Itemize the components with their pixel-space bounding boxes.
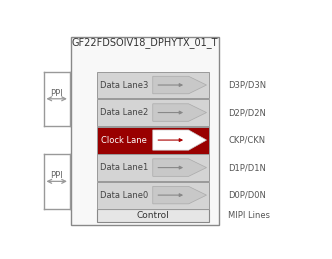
Text: D1P/D1N: D1P/D1N <box>228 163 266 172</box>
Text: Data Lane1: Data Lane1 <box>100 163 148 172</box>
Polygon shape <box>153 104 207 121</box>
Polygon shape <box>153 159 207 176</box>
Text: Data Lane0: Data Lane0 <box>100 191 148 200</box>
Polygon shape <box>153 186 207 204</box>
Bar <box>97 182 209 208</box>
Bar <box>71 37 219 225</box>
Text: Clock Lane: Clock Lane <box>101 135 147 145</box>
Text: Data Lane2: Data Lane2 <box>100 108 148 117</box>
Bar <box>97 71 209 98</box>
Bar <box>97 154 209 181</box>
Text: GF22FDSOIV18_DPHYTX_01_T: GF22FDSOIV18_DPHYTX_01_T <box>72 38 218 48</box>
Text: MIPI Lines: MIPI Lines <box>228 211 270 220</box>
Text: D3P/D3N: D3P/D3N <box>228 81 266 90</box>
Text: PPI: PPI <box>50 171 63 180</box>
Text: D2P/D2N: D2P/D2N <box>228 108 266 117</box>
Polygon shape <box>153 76 207 94</box>
Text: PPI: PPI <box>50 89 63 98</box>
Text: CKP/CKN: CKP/CKN <box>228 135 265 145</box>
Text: D0P/D0N: D0P/D0N <box>228 191 266 200</box>
Text: Data Lane3: Data Lane3 <box>100 81 148 90</box>
Bar <box>97 127 209 154</box>
Text: Control: Control <box>136 211 169 220</box>
Bar <box>97 99 209 126</box>
Bar <box>97 209 209 222</box>
Polygon shape <box>153 130 207 150</box>
